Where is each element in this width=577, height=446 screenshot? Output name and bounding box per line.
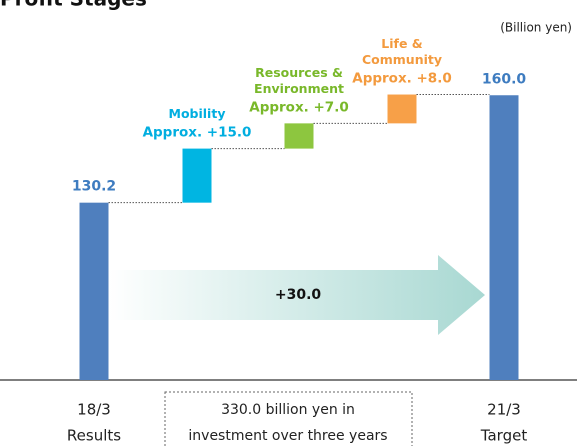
bar [387, 94, 417, 124]
note-box [164, 391, 413, 446]
units-label: (Billion yen) [500, 21, 572, 35]
category-label: Life & [381, 36, 423, 51]
category-label: Mobility [169, 106, 226, 121]
arrow-label: +30.0 [275, 287, 322, 303]
note-text: investment over three years [188, 428, 387, 444]
bar [182, 148, 212, 203]
x-tick-label: Target [480, 427, 528, 445]
value-label: Approx. +15.0 [143, 125, 252, 141]
chart-title: Profit Stages [0, 0, 147, 11]
bar [284, 123, 314, 149]
x-tick-label: Results [67, 427, 121, 445]
category-label: Environment [254, 81, 344, 96]
value-label: 130.2 [72, 179, 116, 195]
x-tick-label: 18/3 [77, 401, 111, 419]
category-label: Resources & [255, 65, 343, 80]
x-tick-label: 21/3 [487, 401, 521, 419]
value-label: Approx. +7.0 [249, 99, 348, 115]
growth-arrow [108, 255, 485, 335]
bar [489, 95, 519, 380]
bar [79, 202, 109, 380]
category-label: Community [362, 52, 442, 67]
note-text: 330.0 billion yen in [221, 402, 355, 418]
value-label: 160.0 [482, 71, 527, 87]
value-label: Approx. +8.0 [352, 71, 451, 87]
